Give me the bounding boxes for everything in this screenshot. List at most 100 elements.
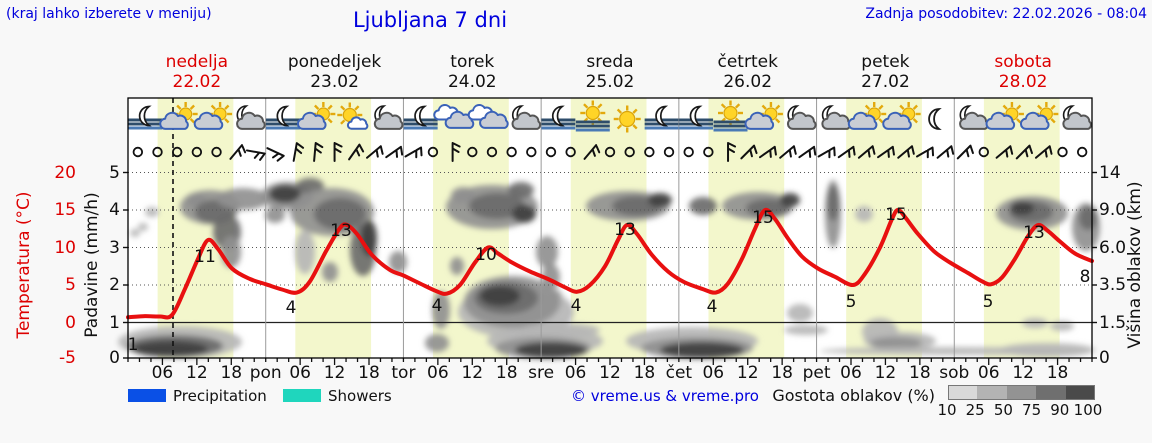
cloud-blob xyxy=(780,193,800,207)
precipitation-tick: 0 xyxy=(109,348,120,368)
temperature-tick: 5 xyxy=(65,275,76,295)
cloud-blob xyxy=(746,199,790,217)
cloud-blob xyxy=(515,342,587,358)
cloud-density-tick: 25 xyxy=(965,401,985,419)
day-header-date: 27.02 xyxy=(861,72,910,92)
cloud-density-swatch xyxy=(1065,385,1095,400)
wind-barb-icon xyxy=(759,145,777,159)
hour-label: 12 xyxy=(874,363,897,383)
cloud-density-tick: 90 xyxy=(1050,401,1070,419)
wind-barb-icon xyxy=(404,146,423,159)
wind-barb-icon xyxy=(292,142,305,162)
day-header-name: torek xyxy=(450,52,495,72)
page-title: Ljubljana 7 dni xyxy=(352,8,508,32)
temperature-value-label: 13 xyxy=(330,221,352,241)
copyright-link[interactable]: © vreme.us & vreme.pro xyxy=(571,387,759,405)
day-header-date: 23.02 xyxy=(310,72,359,92)
wind-barb-icon xyxy=(817,146,836,159)
wind-barb-icon xyxy=(229,144,247,160)
day-header-name: petek xyxy=(861,52,910,72)
wind-barb-icon xyxy=(366,145,384,159)
moon-fog-icon xyxy=(403,105,438,130)
wind-calm-icon xyxy=(663,146,675,158)
cloud-density-swatch xyxy=(1006,385,1037,400)
hour-label: 06 xyxy=(427,363,449,383)
cloud-blob xyxy=(648,193,672,207)
last-update: Zadnja posodobitev: 22.02.2026 - 08:04 xyxy=(865,6,1147,22)
wind-barb-icon xyxy=(385,145,404,159)
sun-smallcloud-icon xyxy=(337,102,369,130)
temperature-value-label: 8 xyxy=(1079,267,1091,287)
cloud-blob xyxy=(314,198,366,230)
sun-cloud-icon xyxy=(847,102,887,130)
wind-barb-icon xyxy=(348,143,365,161)
cloud-blob xyxy=(432,291,450,329)
cloud-density-label: Gostota oblakov (%) xyxy=(772,386,935,405)
showers-swatch xyxy=(283,389,321,402)
wind-barb-icon xyxy=(740,144,758,160)
wind-calm-icon xyxy=(467,146,478,158)
wind-calm-icon xyxy=(191,146,203,158)
moon-fog-icon xyxy=(679,105,714,130)
wind-calm-icon xyxy=(1057,146,1068,158)
wind-barb-icon xyxy=(727,142,737,162)
cloud-blob xyxy=(450,257,464,275)
wind-barb-icon xyxy=(1015,144,1033,160)
hour-label: 18 xyxy=(358,363,380,383)
precipitation-tick: 5 xyxy=(109,162,120,183)
moon-cloud-icon xyxy=(1062,105,1092,130)
hour-label: 12 xyxy=(599,363,621,383)
hour-label: 06 xyxy=(151,363,174,383)
temperature-value-label: 1 xyxy=(127,335,139,355)
cloud-blob xyxy=(999,343,1095,357)
sun-cloud-icon xyxy=(296,102,336,130)
day-header-date: 24.02 xyxy=(447,72,497,92)
cloud-blob xyxy=(269,185,301,203)
hour-label: 06 xyxy=(977,363,1000,383)
moon-fog-icon xyxy=(541,105,576,130)
daylight-band xyxy=(708,98,785,358)
wind-calm-icon xyxy=(1076,146,1088,158)
wind-barb-icon xyxy=(936,145,955,159)
cloud-density-tick: 50 xyxy=(993,401,1013,419)
cloud-density-swatch xyxy=(977,385,1007,400)
sun-cloud-icon xyxy=(882,102,921,130)
temperature-tick: 0 xyxy=(65,312,76,333)
wind-barb-icon xyxy=(246,149,266,161)
cloud-blob xyxy=(787,304,813,322)
cloud-blob xyxy=(480,286,520,306)
temperature-tick: 20 xyxy=(54,162,76,183)
wind-calm-icon xyxy=(545,146,557,158)
cloud-blob xyxy=(265,207,285,223)
cloud-blob xyxy=(870,337,922,349)
wind-calm-icon xyxy=(703,146,714,158)
hour-label: 18 xyxy=(220,363,243,383)
hour-label: 18 xyxy=(909,363,931,383)
wind-barb-icon xyxy=(583,144,601,160)
temperature-value-label: 4 xyxy=(431,296,443,316)
wind-barb-icon xyxy=(333,142,343,162)
moon-cloud-icon xyxy=(786,105,817,130)
showers-label: Showers xyxy=(328,387,392,405)
hour-label: 18 xyxy=(771,363,793,383)
temperature-axis-title: Temperatura (°C) xyxy=(14,191,34,339)
precipitation-axis-title: Padavine (mm/h) xyxy=(82,192,102,338)
hour-label: 06 xyxy=(289,363,311,383)
cloud-density-tick: 10 xyxy=(937,401,957,419)
cloud-blob xyxy=(145,207,159,217)
temperature-value-label: 5 xyxy=(845,292,857,312)
cloud-density-scale-border xyxy=(948,385,1095,400)
cloud-blob xyxy=(512,205,536,223)
day-header-name: četrtek xyxy=(717,52,778,72)
sun-fog-icon xyxy=(575,100,610,132)
temperature-value-label: 13 xyxy=(1023,223,1045,243)
wind-calm-icon xyxy=(132,146,144,158)
cloud-blob xyxy=(508,182,534,198)
wind-barb-icon xyxy=(779,145,797,159)
hour-label: 12 xyxy=(186,363,208,383)
moon-fog-icon xyxy=(644,105,679,130)
temperature-value-label: 15 xyxy=(885,205,907,225)
temperature-tick: 15 xyxy=(54,200,76,220)
moon-cloud-icon xyxy=(511,105,542,130)
